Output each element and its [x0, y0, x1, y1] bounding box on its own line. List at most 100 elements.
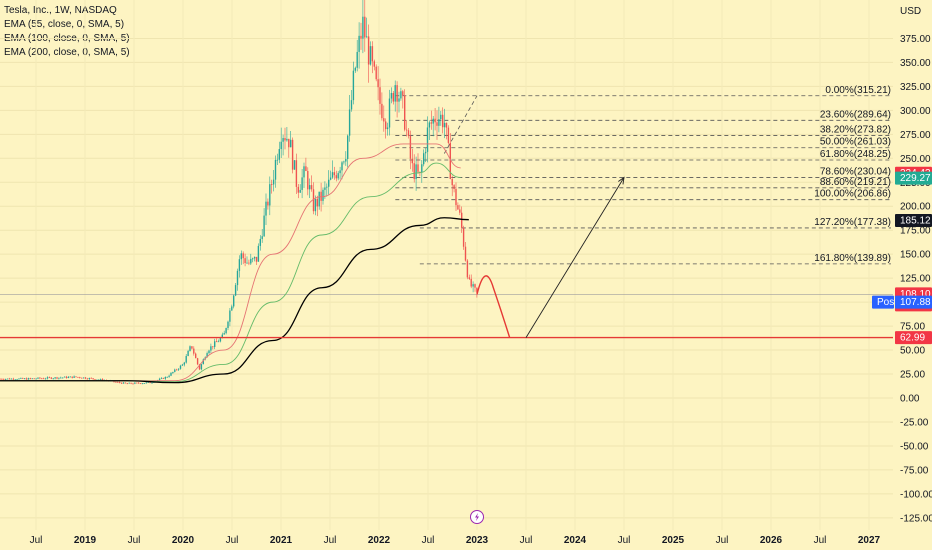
candle-body — [119, 382, 121, 383]
candle-body — [69, 376, 71, 378]
y-tick-label: 350.00 — [900, 58, 931, 69]
candle-body — [443, 122, 446, 128]
candle-body — [442, 114, 444, 128]
candle-body — [348, 109, 351, 136]
candle-body — [183, 362, 185, 365]
fib-level-label: 100.00%(206.86) — [814, 189, 891, 200]
candle-body — [233, 295, 235, 307]
candle-body — [305, 166, 307, 171]
candle-body — [139, 383, 142, 385]
candles — [0, 0, 478, 385]
candle-body — [141, 383, 144, 385]
candle-body — [185, 355, 187, 363]
candle-body — [10, 378, 13, 380]
candle-body — [369, 46, 372, 65]
fib-level-label: 61.80%(248.25) — [820, 149, 891, 160]
price-axis[interactable]: 375.00350.00325.00300.00275.00250.00225.… — [900, 6, 932, 524]
candle-body — [404, 95, 406, 130]
candle-body — [238, 259, 241, 271]
candle-body — [447, 127, 450, 143]
candle-body — [229, 310, 231, 322]
candle-body — [290, 139, 292, 148]
ema-line-2 — [0, 217, 469, 384]
candle-body — [278, 149, 280, 160]
projection-dip-curve — [476, 275, 511, 338]
misc — [470, 510, 484, 524]
candle-body — [415, 164, 417, 180]
candle-body — [63, 376, 66, 378]
price-tag-label: 229.27 — [900, 173, 931, 184]
x-tick-label: 2025 — [662, 535, 685, 546]
candle-body — [73, 376, 75, 378]
candle-body — [459, 209, 461, 213]
candle-body — [58, 377, 60, 379]
candle-body — [166, 376, 168, 378]
y-tick-label: 125.00 — [900, 274, 931, 285]
fib-level-label: 38.20%(273.82) — [820, 124, 891, 135]
candle-body — [84, 377, 87, 379]
candle-body — [252, 258, 254, 260]
candle-body — [331, 172, 334, 178]
candle-body — [381, 103, 383, 119]
candle-body — [282, 138, 284, 142]
candle-body — [432, 118, 434, 124]
candle-body — [366, 36, 368, 38]
candle-body — [470, 278, 472, 287]
x-tick-label: Jul — [716, 535, 729, 546]
candle-body — [265, 201, 267, 216]
candle-body — [354, 67, 356, 71]
candle-body — [8, 378, 11, 380]
candle-body — [20, 377, 22, 379]
fibonacci-levels: 0.00%(315.21) 23.60%(289.64) 38.20%(273.82… — [395, 85, 891, 265]
y-tick-label: 175.00 — [900, 226, 931, 237]
candle-body — [455, 188, 457, 206]
grid-lines — [0, 37, 893, 519]
candle-body — [379, 87, 381, 104]
candle-body — [122, 382, 125, 384]
candle-body — [41, 378, 43, 380]
y-tick-label: 275.00 — [900, 130, 931, 141]
candle-body — [400, 91, 402, 99]
candle-body — [14, 379, 16, 381]
x-tick-label: 2023 — [466, 535, 489, 546]
candle-body — [60, 377, 62, 379]
candle-body — [227, 321, 229, 329]
price-tag-bg — [895, 214, 932, 228]
candle-body — [77, 376, 79, 378]
candle-body — [136, 382, 138, 384]
candle-body — [179, 365, 182, 369]
candle-body — [428, 122, 431, 128]
candle-body — [461, 212, 463, 228]
candle-body — [392, 92, 394, 102]
candle-body — [193, 348, 195, 354]
candle-body — [405, 129, 408, 131]
candle-body — [385, 121, 387, 130]
candle-body — [196, 358, 199, 365]
y-tick-label: -50.00 — [900, 441, 929, 452]
candle-body — [25, 378, 28, 380]
candle-body — [345, 159, 347, 162]
candle-body — [174, 369, 176, 372]
candle-body — [375, 66, 377, 80]
candle-body — [457, 205, 459, 210]
candle-body — [409, 136, 412, 159]
candle-body — [253, 256, 256, 259]
time-axis[interactable]: Jul 2019 Jul 2020 Jul 2021 Jul 2022 Jul 2023 Jul 20… — [30, 535, 881, 546]
candle-body — [151, 382, 153, 384]
candle-body — [328, 179, 330, 187]
candle-body — [86, 378, 89, 380]
candle-body — [449, 142, 451, 179]
candle-body — [214, 341, 216, 347]
candle-body — [352, 70, 355, 101]
candle-body — [117, 381, 119, 383]
candle-body — [172, 371, 174, 373]
candle-body — [56, 377, 58, 379]
candle-body — [367, 36, 370, 65]
fib-level-label: 78.60%(230.04) — [820, 166, 891, 177]
candle-body — [309, 185, 311, 190]
candle-body — [92, 378, 94, 380]
candle-body — [388, 98, 391, 128]
x-tick-label: Jul — [422, 535, 435, 546]
candle-body — [326, 186, 328, 188]
